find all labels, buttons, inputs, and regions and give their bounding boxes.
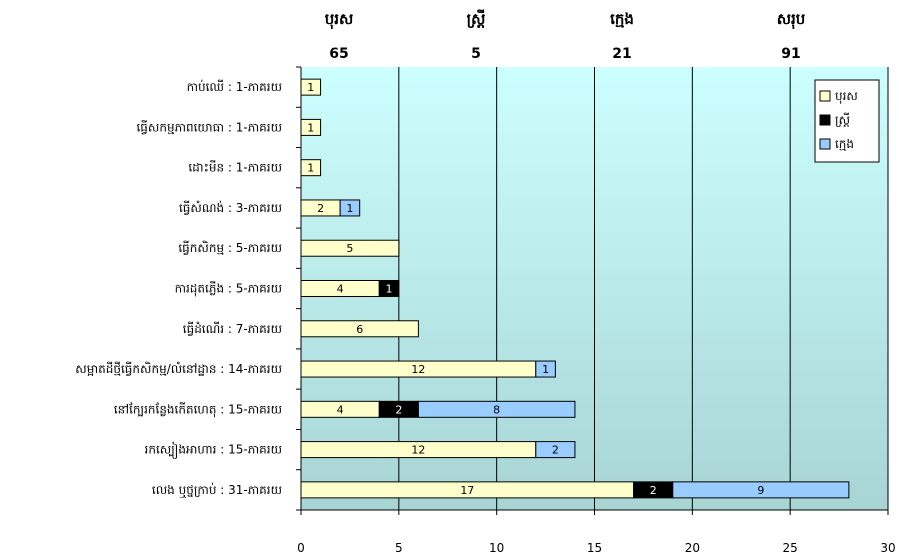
gridlines — [398, 67, 889, 510]
bar-segment — [535, 360, 556, 378]
data-label: 2 — [650, 484, 657, 497]
legend-label: បុរស — [835, 89, 858, 104]
category-label: ដោះមីន : 1-ភាគរយ — [188, 160, 282, 175]
data-label: 12 — [411, 363, 425, 376]
legend: បុរសស្ត្រីក្មេង — [814, 79, 880, 163]
category-label: លេង ឬថ្នក្រាប់ : 31-ភាគរយ — [152, 482, 282, 498]
x-tick-label: 20 — [685, 541, 700, 555]
data-label: 9 — [757, 484, 764, 497]
x-tick-labels: 0 5 10 15 20 25 30 — [297, 541, 895, 555]
category-label: ធ្វើកសិកម្ម : 5-ភាគរយ — [178, 240, 282, 255]
data-label: 8 — [493, 403, 500, 416]
summary-label: ស្ត្រី — [467, 9, 486, 28]
bar-segment — [417, 400, 576, 418]
x-tick-label: 30 — [880, 541, 895, 555]
legend-label: ក្មេង — [835, 137, 854, 151]
bar-segment — [300, 118, 322, 136]
x-tick-label: 10 — [489, 541, 504, 555]
data-label: 6 — [356, 323, 363, 336]
bar-segment — [535, 441, 576, 459]
data-label: 1 — [307, 162, 314, 175]
summary-value: 91 — [781, 46, 800, 62]
summary-header: បុរស 65 ស្ត្រី 5 ក្មេង 21 សរុប 91 — [325, 9, 806, 62]
bar-segment — [378, 280, 400, 297]
category-label: ការដុតភ្លើង : 5-ភាគរយ — [175, 281, 282, 297]
legend-label: ស្ត្រី — [835, 112, 850, 127]
category-label: ធ្វើដំណើរ : 7-ភាគរយ — [183, 321, 282, 336]
x-tick-label: 0 — [297, 541, 305, 555]
category-label: នៅក្បែរកន្លែងកើតហេតុ : 15-ភាគរយ — [114, 401, 282, 417]
summary-label: ក្មេង — [610, 10, 634, 28]
data-label: 17 — [460, 484, 474, 497]
category-label: សម្អាតដីថ្មីធ្វើកសិកម្ម/លំនៅដ្ឋាន : 14-ភ… — [75, 361, 282, 376]
bar-segment — [300, 239, 400, 257]
bar-segment — [672, 481, 850, 499]
summary-value: 21 — [612, 46, 631, 62]
summary-value: 65 — [329, 46, 348, 62]
bar-segment — [300, 159, 322, 177]
x-tick-label: 15 — [587, 541, 602, 555]
data-label: 4 — [337, 283, 344, 296]
data-label: 5 — [346, 242, 353, 255]
x-tick-label: 25 — [783, 541, 798, 555]
bar-segment — [300, 78, 322, 96]
summary-value: 5 — [471, 46, 481, 62]
bar-segment — [300, 320, 419, 338]
data-label: 2 — [395, 403, 402, 416]
data-label: 1 — [386, 283, 393, 296]
x-tick-label: 5 — [395, 541, 403, 555]
summary-label: បុរស — [325, 10, 354, 30]
category-label: ធ្វើសំណង់ : 3-ភាគរយ — [179, 200, 282, 215]
data-label: 1 — [346, 202, 353, 215]
category-label: រកស្បៀងអាហារ : 15-ភាគរយ — [145, 442, 282, 460]
bar-segment — [339, 199, 361, 217]
category-label: កាប់ឈើ : 1-ភាគរយ — [187, 79, 282, 94]
data-label: 4 — [337, 403, 344, 416]
category-label: ធ្វើសកម្មភាពយោធា : 1-ភាគរយ — [136, 119, 282, 134]
data-label: 1 — [307, 81, 314, 94]
data-label: 1 — [542, 363, 549, 376]
data-label: 12 — [411, 444, 425, 457]
data-label: 2 — [317, 202, 324, 215]
legend-swatch — [819, 138, 831, 150]
summary-label: សរុប — [777, 10, 806, 30]
data-label: 1 — [307, 121, 314, 134]
legend-swatch — [819, 90, 831, 102]
data-label: 2 — [552, 444, 559, 457]
legend-swatch — [819, 114, 831, 126]
